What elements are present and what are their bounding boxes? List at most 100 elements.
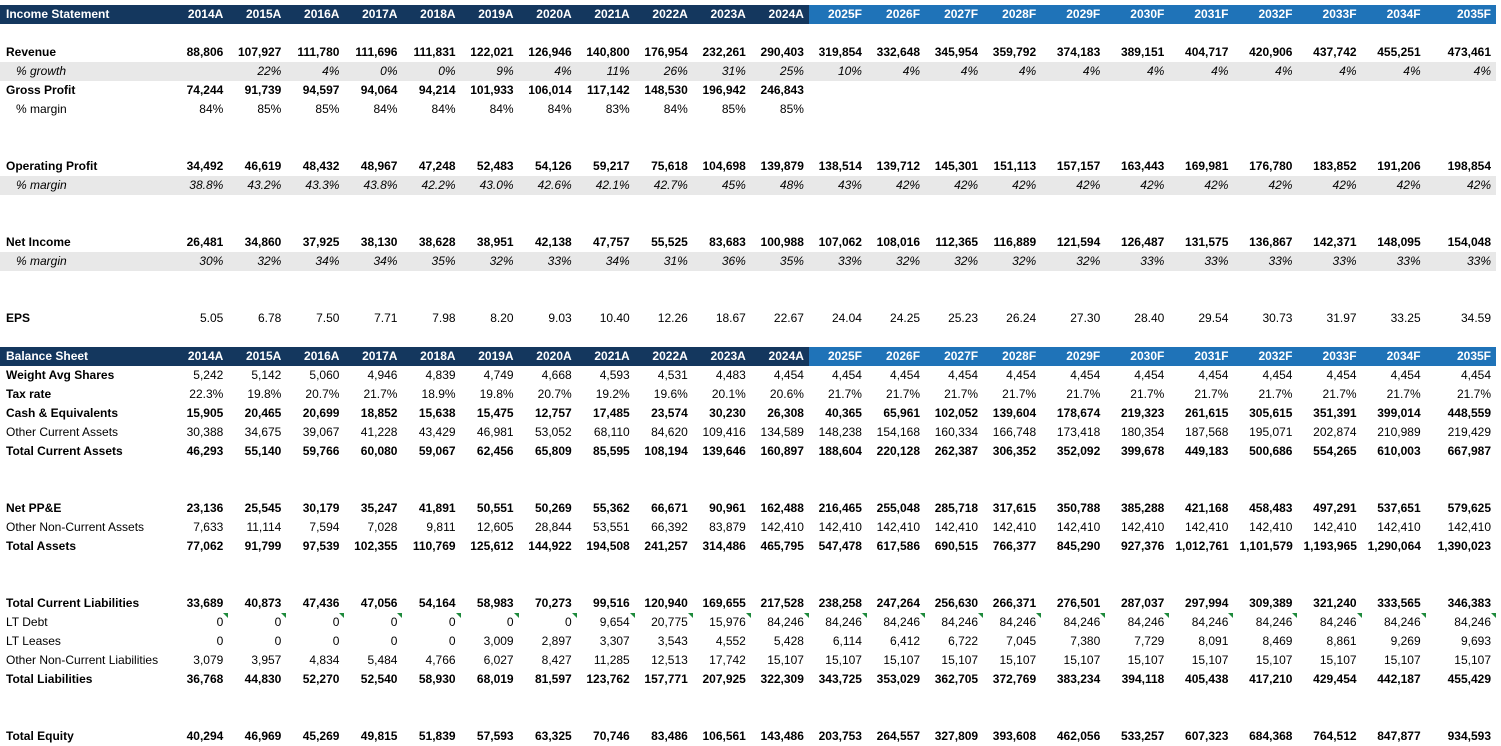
value-cell[interactable]: 32% [983, 252, 1042, 271]
value-cell[interactable]: 84% [489, 102, 514, 116]
row-label[interactable]: Other Current Assets [6, 425, 119, 439]
value-cell[interactable]: 20,465 [244, 406, 282, 420]
value-cell[interactable]: 449,183 [1185, 444, 1229, 458]
value-cell[interactable]: 140,800 [586, 45, 630, 59]
value-cell[interactable]: 19.6% [653, 387, 688, 401]
value-cell[interactable]: 20.6% [769, 387, 804, 401]
value-cell[interactable]: 59,766 [302, 444, 340, 458]
value-cell[interactable]: 33% [1105, 252, 1170, 271]
value-cell[interactable]: 5,060 [309, 368, 340, 382]
value-cell[interactable]: 40,365 [825, 406, 862, 420]
value-cell[interactable]: 34% [286, 252, 345, 271]
value-cell[interactable]: 84% [431, 102, 456, 116]
value-cell[interactable]: 4,749 [483, 368, 514, 382]
value-cell[interactable]: 21.7% [1456, 387, 1491, 401]
value-cell[interactable]: 207,925 [702, 672, 746, 686]
value-cell[interactable]: 84,620 [651, 425, 688, 439]
value-cell[interactable]: 68,019 [476, 672, 514, 686]
empty-cell[interactable] [0, 195, 1496, 214]
empty-cell[interactable] [0, 480, 1496, 499]
year-header-2015a[interactable]: 2015A [228, 347, 287, 366]
value-cell[interactable]: 346,383 [1447, 596, 1491, 610]
value-cell[interactable]: 107,062 [818, 235, 862, 249]
value-cell[interactable]: 40,873 [244, 596, 282, 610]
value-cell[interactable]: 21.7% [1002, 387, 1037, 401]
value-cell[interactable]: 90,961 [709, 501, 746, 515]
value-cell[interactable]: 26.24 [1006, 311, 1037, 325]
value-cell[interactable]: 332,648 [876, 45, 921, 59]
value-cell[interactable]: 134,589 [760, 425, 804, 439]
value-cell[interactable]: 6,412 [890, 634, 921, 648]
value-cell[interactable]: 139,879 [760, 159, 804, 173]
value-cell[interactable]: 3,307 [599, 634, 630, 648]
empty-cell[interactable] [0, 689, 1496, 708]
value-cell[interactable]: 15,107 [941, 653, 979, 667]
value-cell[interactable]: 845,290 [1056, 539, 1101, 553]
value-cell[interactable]: 0 [332, 634, 340, 648]
value-cell[interactable]: 0% [402, 62, 461, 81]
value-cell[interactable]: 9,693 [1460, 634, 1491, 648]
value-cell[interactable]: 305,615 [1249, 406, 1293, 420]
value-cell[interactable]: 46,293 [186, 444, 224, 458]
value-cell[interactable]: 276,501 [1056, 596, 1101, 610]
empty-cell[interactable] [0, 24, 1496, 43]
value-cell[interactable]: 404,717 [1185, 45, 1229, 59]
value-cell[interactable]: 4,454 [1326, 368, 1357, 382]
value-cell[interactable]: 100,988 [760, 235, 804, 249]
value-cell[interactable]: 37,925 [302, 235, 340, 249]
value-cell[interactable]: 84,246 [1169, 613, 1234, 632]
value-cell[interactable]: 55,362 [593, 501, 630, 515]
year-header-2030f[interactable]: 2030F [1105, 5, 1170, 24]
value-cell[interactable]: 68,110 [593, 425, 630, 439]
value-cell[interactable]: 77,062 [186, 539, 224, 553]
value-cell[interactable]: 847,877 [1377, 729, 1421, 743]
row-label[interactable]: % margin [16, 102, 67, 116]
value-cell[interactable]: 4% [983, 62, 1042, 81]
value-cell[interactable]: 139,712 [876, 159, 921, 173]
empty-cell[interactable] [0, 271, 1496, 290]
value-cell[interactable]: 41,891 [418, 501, 456, 515]
value-cell[interactable]: 350,788 [1056, 501, 1101, 515]
value-cell[interactable]: 42.2% [402, 176, 461, 195]
row-label[interactable]: Other Non-Current Assets [6, 520, 145, 534]
value-cell[interactable] [867, 100, 925, 119]
value-cell[interactable]: 3,009 [483, 634, 514, 648]
value-cell[interactable]: 109,416 [702, 425, 746, 439]
value-cell[interactable]: 25,545 [244, 501, 282, 515]
value-cell[interactable]: 55,140 [244, 444, 282, 458]
value-cell[interactable]: 42% [983, 176, 1042, 195]
value-cell[interactable]: 35% [402, 252, 461, 271]
value-cell[interactable]: 22.3% [189, 387, 224, 401]
value-cell[interactable]: 107,927 [237, 45, 282, 59]
year-header-2014a[interactable]: 2014A [176, 5, 229, 24]
value-cell[interactable]: 106,561 [702, 729, 746, 743]
year-header-2033f[interactable]: 2033F [1297, 347, 1362, 366]
value-cell[interactable]: 667,987 [1447, 444, 1491, 458]
year-header-2029f[interactable]: 2029F [1041, 5, 1106, 24]
year-header-2019a[interactable]: 2019A [460, 347, 519, 366]
year-header-2027f[interactable]: 2027F [925, 5, 984, 24]
row-label[interactable]: LT Debt [6, 615, 48, 629]
value-cell[interactable]: 33% [808, 252, 867, 271]
value-cell[interactable]: 4% [866, 62, 926, 81]
value-cell[interactable]: 9% [460, 62, 519, 81]
value-cell[interactable]: 70,746 [593, 729, 630, 743]
value-cell[interactable]: 154,168 [876, 425, 921, 439]
value-cell[interactable]: 579,625 [1447, 501, 1491, 515]
value-cell[interactable]: 46,619 [244, 159, 282, 173]
value-cell[interactable]: 62,456 [476, 444, 514, 458]
year-header-2018a[interactable]: 2018A [402, 5, 461, 24]
value-cell[interactable]: 34,492 [186, 159, 224, 173]
value-cell[interactable]: 32% [228, 252, 287, 271]
year-header-2020a[interactable]: 2020A [518, 347, 577, 366]
value-cell[interactable]: 389,151 [1120, 45, 1165, 59]
value-cell[interactable]: 122,021 [470, 45, 514, 59]
row-label[interactable]: EPS [6, 311, 31, 325]
value-cell[interactable]: 70,273 [534, 596, 572, 610]
value-cell[interactable]: 2,897 [541, 634, 572, 648]
value-cell[interactable]: 142,410 [876, 520, 921, 534]
value-cell[interactable]: 20.7% [305, 387, 340, 401]
value-cell[interactable]: 4,454 [773, 368, 804, 382]
value-cell[interactable]: 0 [228, 613, 287, 632]
value-cell[interactable] [1233, 81, 1297, 100]
